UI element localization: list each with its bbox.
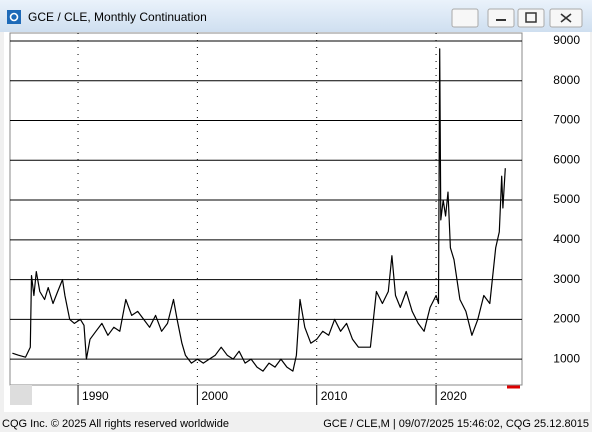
y-tick-label: 7000 — [553, 113, 580, 127]
y-tick-label: 4000 — [553, 232, 580, 246]
status-text: GCE / CLE,M | 09/07/2025 15:46:02, CQG 2… — [323, 418, 589, 430]
maximize-glyph — [525, 12, 537, 23]
y-tick-label: 1000 — [553, 351, 580, 365]
close-glyph — [560, 13, 572, 23]
y-tick-label: 5000 — [553, 192, 580, 206]
x-tick-label: 2000 — [201, 389, 228, 403]
x-tick-label: 2010 — [321, 389, 348, 403]
minimize-button[interactable] — [487, 8, 515, 28]
maximize-button[interactable] — [517, 8, 545, 28]
status-bar — [0, 414, 592, 432]
x-tick-label: 2020 — [440, 389, 467, 403]
price-line — [12, 48, 506, 372]
y-tick-label: 3000 — [553, 272, 580, 286]
window-title: GCE / CLE, Monthly Continuation — [28, 10, 207, 24]
copyright: CQG Inc. © 2025 All rights reserved worl… — [2, 418, 229, 430]
y-tick-label: 9000 — [553, 33, 580, 47]
corner-box — [10, 385, 32, 405]
plot-frame — [9, 32, 523, 386]
x-tick-label: 1990 — [82, 389, 109, 403]
app-icon — [7, 10, 21, 24]
link-button[interactable] — [451, 8, 479, 28]
app-icon-glyph — [9, 12, 19, 22]
y-tick-label: 6000 — [553, 152, 580, 166]
y-tick-label: 2000 — [553, 312, 580, 326]
y-tick-label: 8000 — [553, 73, 580, 87]
